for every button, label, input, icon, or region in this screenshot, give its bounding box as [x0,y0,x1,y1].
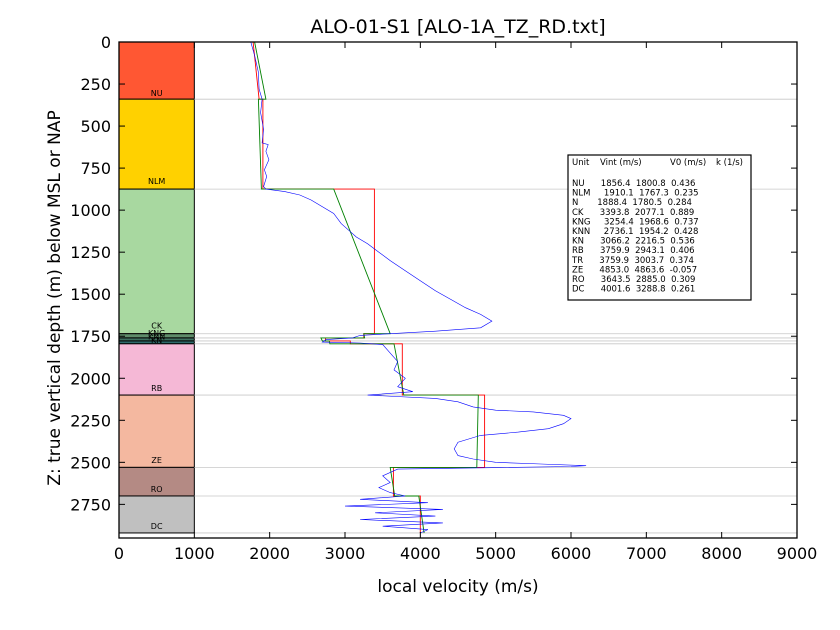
table-row-8: TR 3759.9 3003.7 0.374 [571,256,694,266]
y-tick-label-2250: 2250 [70,411,111,430]
y-tick-label-2750: 2750 [70,495,111,514]
y-tick-label-0: 0 [101,33,111,52]
x-tick-label-6000: 6000 [551,544,592,563]
table-row-5: KNN 2736.1 1954.2 0.428 [572,227,698,237]
table-row-0: NU 1856.4 1800.8 0.436 [572,179,695,189]
table-header-3: k (1/s) [716,158,743,168]
series-line-interval-velocity [252,41,486,533]
x-tick-label-4000: 4000 [400,544,441,563]
x-tick-label-2000: 2000 [249,544,290,563]
x-tick-label-0: 0 [114,544,124,563]
table-row-10: RO 3643.5 2885.0 0.309 [572,275,695,285]
y-tick-label-250: 250 [80,75,111,94]
y-tick-label-2000: 2000 [70,369,111,388]
x-tick-label-9000: 9000 [777,544,818,563]
unit-block-ro [118,466,195,497]
unit-label-ze: ZE [151,456,162,465]
unit-label-knn: KNN [148,332,165,341]
y-tick-label-1000: 1000 [70,201,111,220]
unit-label-nu: NU [151,89,163,98]
series-line-linear-velocity-model [254,41,479,534]
y-tick-label-2500: 2500 [70,453,111,472]
y-tick-label-1500: 1500 [70,285,111,304]
y-axis-title: Z: true vertical depth (m) below MSL or … [45,110,65,485]
y-tick-label-1750: 1750 [70,327,111,346]
table-row-4: KNG 3254.4 1968.6 0.737 [572,217,699,227]
unit-label-rb: RB [151,384,162,393]
table-header-1: Vint (m/s) [600,158,642,168]
unit-label-nlm: NLM [148,177,165,186]
plot-frame [118,41,798,539]
unit-block-nu [118,41,195,100]
table-row-6: KN 3066.2 2216.5 0.536 [572,237,695,247]
table-header-0: Unit [572,158,590,168]
chart-title: ALO-01-S1 [ALO-1A_TZ_RD.txt] [310,16,605,38]
x-tick-label-8000: 8000 [701,544,742,563]
x-axis-title: local velocity (m/s) [377,577,538,597]
table-row-1: NLM 1910.1 1767.3 0.235 [572,189,699,199]
axis-ticks: 0 1000 2000 3000 4000 5000 6000 7000 8000 9000 0 25… [70,33,817,563]
unit-label-kn: KN [151,336,162,345]
unit-label-ro: RO [151,485,163,494]
x-tick-label-5000: 5000 [475,544,516,563]
unit-label-dc: DC [151,522,163,531]
table-row-3: CK 3393.8 2077.1 0.889 [572,208,694,218]
unit-label-kng: KNG [148,329,165,338]
table-row-11: DC 4001.6 3288.8 0.261 [572,285,695,295]
y-tick-label-750: 750 [80,159,111,178]
unit-label-ck: CK [151,322,163,331]
unit-block-dc [118,495,195,534]
x-tick-label-1000: 1000 [174,544,215,563]
table-row-7: RB 3759.9 2943.1 0.406 [572,246,695,256]
table-box [567,154,752,301]
unit-block-nlm [118,98,195,190]
x-tick-label-7000: 7000 [626,544,667,563]
y-tick-label-1250: 1250 [70,243,111,262]
unit-block-ck [118,188,195,335]
table-row-9: ZE 4853.0 4863.6 -0.057 [572,265,697,275]
unit-block-ze [118,394,195,468]
unit-block-rb [118,343,195,396]
series-line-well-log [250,41,587,534]
table-header-2: V0 (m/s) [670,158,706,168]
y-tick-label-500: 500 [80,117,111,136]
velocity-table: Unit Vint (m/s) V0 (m/s) k (1/s) NU 1856.4 1… [567,154,752,301]
table-row-2: N 1888.4 1780.5 0.284 [572,198,692,208]
x-tick-label-3000: 3000 [325,544,366,563]
